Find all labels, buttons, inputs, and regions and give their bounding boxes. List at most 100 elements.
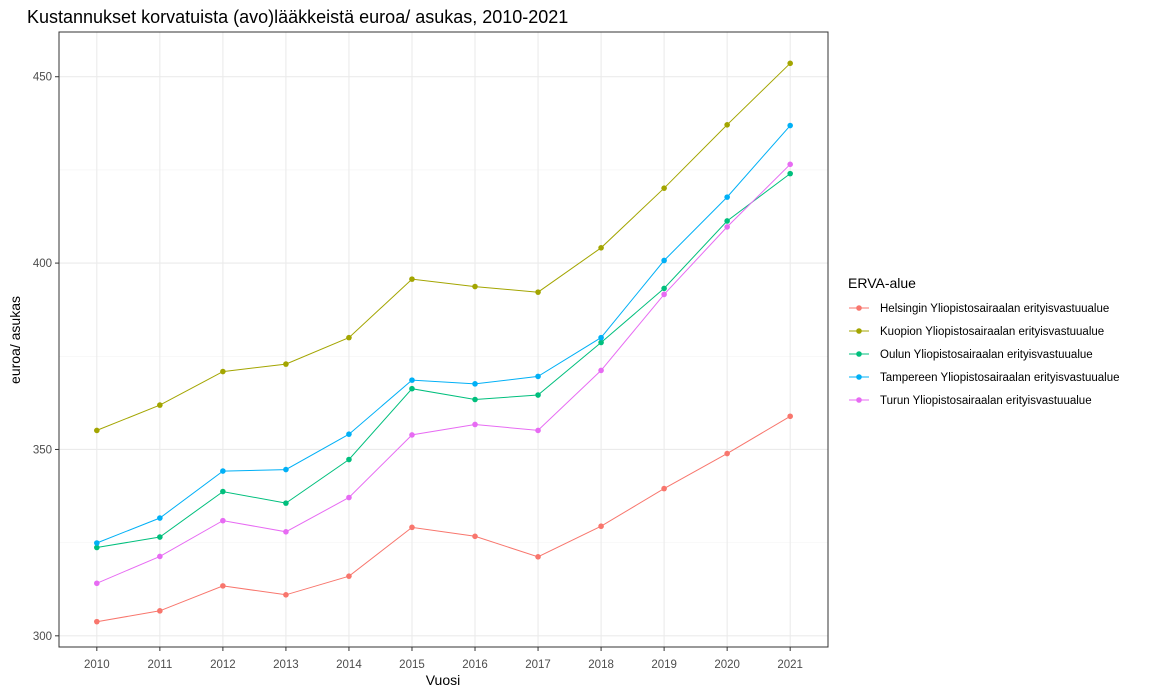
- data-point: [409, 524, 415, 531]
- data-point: [598, 339, 604, 346]
- data-point: [472, 283, 478, 290]
- data-point: [346, 431, 352, 437]
- data-point: [661, 257, 667, 264]
- x-axis-title: Vuosi: [426, 672, 461, 688]
- data-point: [94, 618, 100, 625]
- data-point: [661, 291, 667, 298]
- y-tick-label: 450: [33, 72, 52, 84]
- legend-key-point: [856, 328, 862, 334]
- legend-key-point: [856, 374, 862, 380]
- legend: ERVA-alue Helsingin Yliopistosairaalan e…: [848, 275, 1120, 407]
- data-point: [535, 554, 541, 560]
- data-point: [94, 540, 100, 546]
- data-point: [94, 427, 100, 434]
- data-point: [661, 485, 667, 492]
- series-line-1: [96, 62, 791, 431]
- data-point: [787, 122, 793, 129]
- data-point: [661, 185, 667, 191]
- x-tick-label: 2016: [462, 659, 488, 671]
- plot-panel: [58, 31, 829, 648]
- data-point: [787, 413, 793, 420]
- legend-label: Helsingin Yliopistosairaalan erityisvast…: [880, 303, 1109, 315]
- data-point: [346, 573, 352, 579]
- data-point: [724, 450, 730, 457]
- data-point: [598, 334, 604, 341]
- data-point: [157, 608, 163, 614]
- data-point: [409, 377, 415, 383]
- legend-label: Turun Yliopistosairaalan erityisvastuual…: [880, 395, 1092, 407]
- data-point: [472, 381, 478, 387]
- data-point: [535, 289, 541, 295]
- data-point: [472, 396, 478, 403]
- data-point: [220, 517, 226, 524]
- data-point: [283, 529, 289, 535]
- x-axis: 2010 2011 2012 2013 2014 2015 2016 2017 2018 2019…: [84, 647, 803, 671]
- data-point: [220, 583, 226, 589]
- gridlines: [59, 32, 828, 647]
- x-tick-label: 2020: [714, 659, 740, 671]
- series-points: [94, 60, 793, 625]
- data-point: [787, 161, 793, 168]
- x-tick-label: 2021: [777, 659, 803, 671]
- x-tick-label: 2013: [273, 659, 299, 671]
- data-point: [157, 402, 163, 408]
- x-tick-label: 2012: [210, 659, 236, 671]
- legend-title: ERVA-alue: [848, 275, 916, 291]
- chart-title: Kustannukset korvatuista (avo)lääkkeistä…: [27, 7, 568, 27]
- data-point: [346, 456, 352, 463]
- data-point: [409, 385, 415, 392]
- data-point: [535, 392, 541, 398]
- data-point: [409, 432, 415, 438]
- x-tick-label: 2017: [525, 659, 551, 671]
- legend-key-point: [856, 351, 862, 357]
- legend-key-point: [856, 397, 862, 403]
- y-tick-label: 350: [33, 444, 52, 456]
- data-point: [724, 122, 730, 128]
- data-point: [346, 494, 352, 501]
- data-point: [787, 170, 793, 177]
- legend-label: Kuopion Yliopistosairaalan erityisvastuu…: [880, 326, 1104, 338]
- series-line-0: [96, 415, 791, 623]
- x-tick-label: 2019: [651, 659, 677, 671]
- x-tick-label: 2011: [147, 659, 172, 671]
- series-line-3: [96, 125, 791, 544]
- legend-label: Oulun Yliopistosairaalan erityisvastuual…: [880, 349, 1093, 361]
- data-point: [724, 218, 730, 224]
- data-point: [472, 421, 478, 428]
- y-axis: 300 350 400 450: [33, 72, 59, 643]
- series-line-4: [96, 163, 791, 584]
- data-point: [346, 334, 352, 341]
- x-tick-label: 2010: [84, 659, 110, 671]
- data-point: [157, 553, 163, 560]
- data-point: [472, 533, 478, 540]
- legend-label: Tampereen Yliopistosairaalan erityisvast…: [880, 372, 1120, 384]
- x-tick-label: 2015: [399, 659, 425, 671]
- y-axis-title: euroa/ asukas: [7, 296, 23, 384]
- data-point: [661, 285, 667, 292]
- data-point: [787, 60, 793, 67]
- data-point: [283, 361, 289, 367]
- data-point: [535, 373, 541, 380]
- x-tick-label: 2018: [588, 659, 614, 671]
- data-point: [598, 523, 604, 530]
- data-point: [283, 592, 289, 598]
- y-tick-label: 300: [33, 631, 52, 643]
- data-point: [283, 500, 289, 506]
- y-tick-label: 400: [33, 258, 52, 270]
- series-line-2: [96, 173, 791, 548]
- data-point: [157, 515, 163, 521]
- legend-key-point: [856, 305, 862, 311]
- data-point: [220, 468, 226, 474]
- series-lines: [96, 62, 791, 623]
- data-point: [598, 367, 604, 374]
- data-point: [94, 544, 100, 551]
- data-point: [535, 427, 541, 434]
- data-point: [157, 534, 163, 540]
- data-point: [220, 368, 226, 375]
- data-point: [598, 245, 604, 251]
- data-point: [283, 466, 289, 473]
- data-point: [220, 488, 226, 495]
- x-tick-label: 2014: [336, 659, 362, 671]
- data-point: [94, 580, 100, 587]
